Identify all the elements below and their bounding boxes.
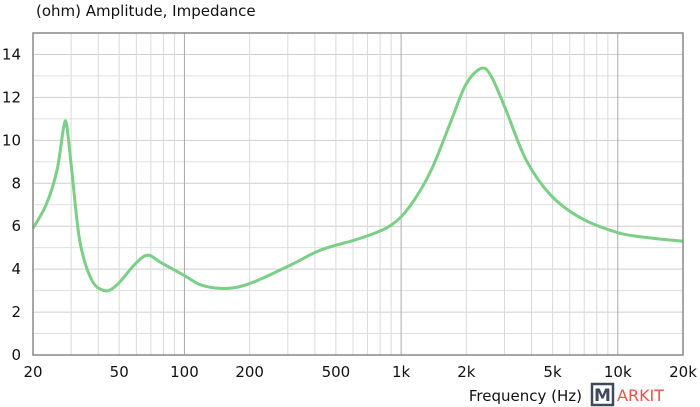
series-impedance bbox=[31, 66, 684, 293]
y-tick-label: 0 bbox=[11, 346, 21, 364]
y-tick-label: 2 bbox=[11, 303, 21, 321]
x-tick-label: 50 bbox=[110, 363, 129, 381]
svg-text:ARKIT: ARKIT bbox=[617, 386, 664, 405]
x-tick-label: 10k bbox=[604, 363, 632, 381]
grid bbox=[33, 33, 683, 355]
chart-title: (ohm) Amplitude, Impedance bbox=[36, 2, 256, 20]
y-tick-label: 8 bbox=[11, 174, 21, 192]
x-tick-label: 200 bbox=[235, 363, 264, 381]
y-tick-label: 10 bbox=[2, 131, 21, 149]
y-tick-label: 12 bbox=[2, 88, 21, 106]
plot-frame bbox=[32, 32, 684, 356]
x-tick-label: 20k bbox=[669, 363, 697, 381]
x-tick-label: 100 bbox=[170, 363, 199, 381]
tick-labels: 0 2 4 6 8 10 12 14 20 50 100 200 500 1k 2k 5k 10k 20k bbox=[2, 45, 697, 381]
y-tick-label: 4 bbox=[11, 260, 21, 278]
watermark-logo: M ARKIT bbox=[590, 382, 664, 407]
y-tick-label: 14 bbox=[2, 45, 21, 63]
svg-text:M: M bbox=[594, 386, 611, 406]
y-tick-label: 6 bbox=[11, 217, 21, 235]
x-tick-label: 500 bbox=[322, 363, 351, 381]
x-tick-label: 5k bbox=[543, 363, 562, 381]
x-tick-label: 1k bbox=[392, 363, 411, 381]
x-tick-label: 2k bbox=[457, 363, 476, 381]
x-tick-label: 20 bbox=[23, 363, 42, 381]
x-axis-label: Frequency (Hz) bbox=[469, 387, 582, 405]
